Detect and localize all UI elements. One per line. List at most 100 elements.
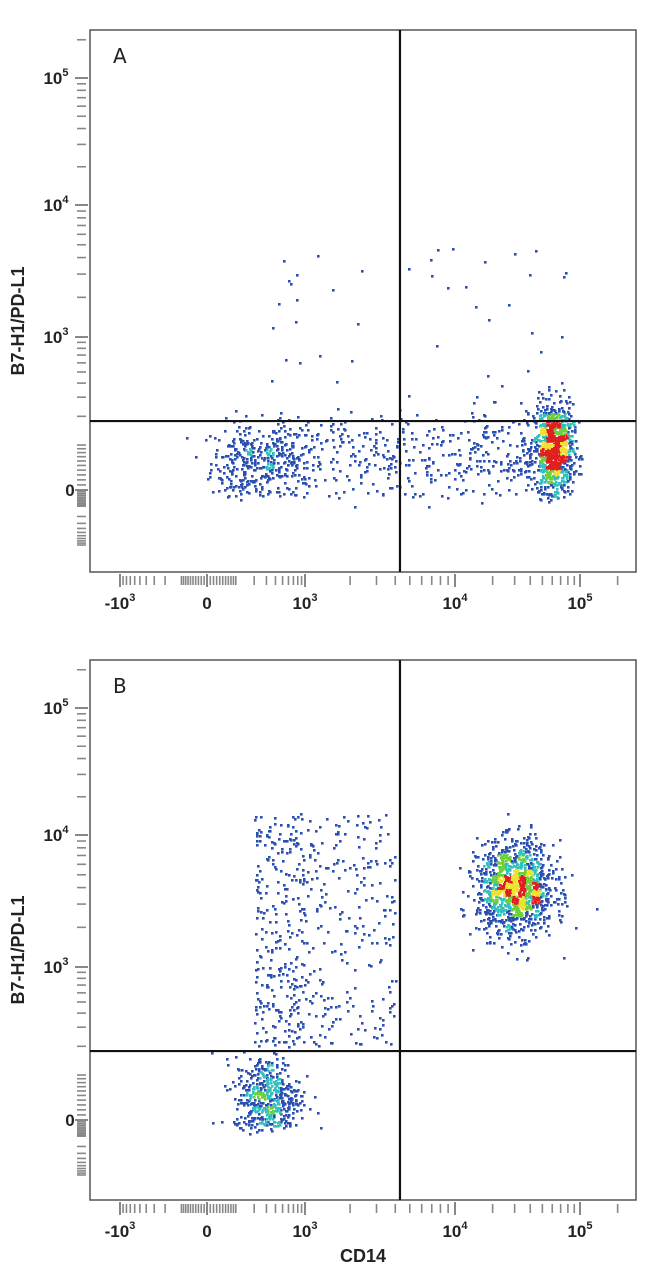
event-dot [329, 907, 332, 910]
event-dot [508, 489, 511, 492]
event-dot [596, 908, 599, 911]
event-dot [280, 412, 283, 415]
event-dot [368, 463, 371, 466]
event-dot [347, 890, 350, 893]
event-dot [542, 427, 545, 430]
event-dot [513, 462, 516, 465]
event-dot [314, 1096, 317, 1099]
event-dot [501, 385, 504, 388]
event-dot [498, 866, 501, 869]
event-dot [275, 469, 278, 472]
event-dot [319, 979, 322, 982]
event-dot [286, 1110, 289, 1113]
event-dot [558, 483, 561, 486]
event-dot [482, 858, 485, 861]
event-dot [318, 461, 321, 464]
event-dot [274, 1087, 277, 1090]
event-dot [529, 872, 532, 875]
event-dot [551, 477, 554, 480]
event-dot [551, 456, 554, 459]
event-dot [389, 859, 392, 862]
event-dot [565, 272, 568, 275]
event-dot [360, 482, 363, 485]
event-dot [481, 844, 484, 847]
event-dot [278, 1041, 281, 1044]
event-dot [512, 878, 515, 881]
event-dot [539, 462, 542, 465]
event-dot [545, 888, 548, 891]
event-dot [235, 448, 238, 451]
event-dot [539, 846, 542, 849]
event-dot [473, 402, 476, 405]
event-dot [250, 443, 253, 446]
event-dot [301, 931, 304, 934]
y-tick-label: 103 [43, 956, 68, 977]
event-dot [545, 412, 548, 415]
event-dot [573, 462, 576, 465]
event-dot [247, 1072, 250, 1075]
event-dot [485, 431, 488, 434]
event-dot [494, 401, 497, 404]
event-dot [253, 1118, 256, 1121]
event-dot [301, 478, 304, 481]
event-dot [296, 1007, 299, 1010]
event-dot [469, 933, 472, 936]
event-dot [516, 462, 519, 465]
event-dot [220, 478, 223, 481]
event-dot [481, 880, 484, 883]
event-dot [284, 473, 287, 476]
event-dot [240, 1075, 243, 1078]
event-dot [281, 1097, 284, 1100]
event-dot [236, 1124, 239, 1127]
event-dot [520, 852, 523, 855]
event-dot [263, 1005, 266, 1008]
event-dot [576, 447, 579, 450]
event-dot [274, 443, 277, 446]
event-dot [263, 459, 266, 462]
event-dot [524, 869, 527, 872]
event-dot [506, 892, 509, 895]
event-dot [244, 445, 247, 448]
event-dot [266, 1093, 269, 1096]
event-dot [552, 438, 555, 441]
event-dot [337, 859, 340, 862]
event-dot [445, 474, 448, 477]
event-dot [505, 900, 508, 903]
event-dot [526, 874, 529, 877]
event-dot [242, 464, 245, 467]
event-dot [243, 1051, 246, 1054]
event-dot [544, 904, 547, 907]
event-dot [286, 475, 289, 478]
event-dot [484, 880, 487, 883]
x-tick-label-exponent: 3 [311, 1220, 317, 1232]
event-dot [289, 453, 292, 456]
y-tick-label-exponent: 4 [62, 824, 69, 836]
event-dot [510, 913, 513, 916]
event-dot [552, 486, 555, 489]
event-dot [526, 422, 529, 425]
event-dot [370, 449, 373, 452]
event-dot [537, 439, 540, 442]
event-dot [498, 909, 501, 912]
event-dot [495, 859, 498, 862]
event-dot [528, 891, 531, 894]
event-dot [569, 439, 572, 442]
event-dot [522, 853, 525, 856]
event-dot [277, 881, 280, 884]
event-dot [342, 860, 345, 863]
event-dot [558, 433, 561, 436]
event-dot [268, 1097, 271, 1100]
event-dot [408, 268, 411, 271]
event-dot [254, 485, 257, 488]
event-dot [566, 402, 569, 405]
event-dot [288, 460, 291, 463]
event-dot [277, 423, 280, 426]
event-dot [522, 929, 525, 932]
event-dot [560, 882, 563, 885]
event-dot [364, 1029, 367, 1032]
event-dot [522, 860, 525, 863]
event-dot [250, 1094, 253, 1097]
event-dot [262, 495, 265, 498]
event-dot [251, 1124, 254, 1127]
event-dot [389, 944, 392, 947]
